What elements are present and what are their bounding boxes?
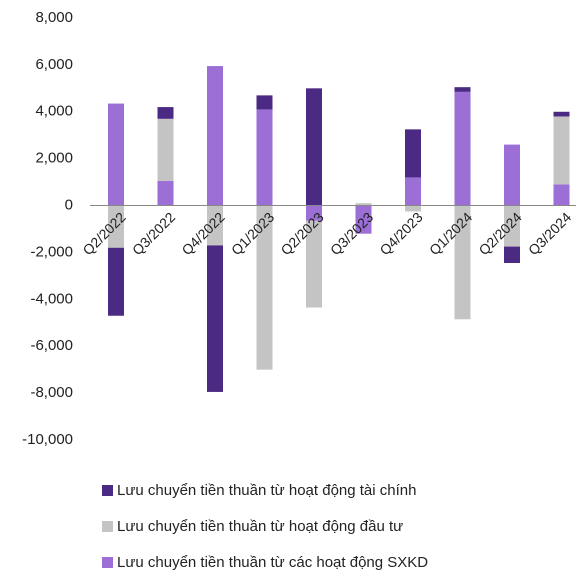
bar: [405, 177, 421, 206]
legend-swatch: [102, 557, 113, 568]
y-tick-label: 4,000: [35, 103, 73, 120]
bar: [108, 205, 124, 248]
bar: [553, 111, 570, 117]
x-tick-label: Q4/2023: [376, 209, 425, 258]
bar: [454, 91, 471, 206]
bar: [306, 220, 322, 308]
bar: [553, 184, 570, 206]
bar: [405, 205, 421, 212]
bar: [207, 245, 223, 392]
y-tick-label: 0: [65, 197, 73, 214]
x-tick-label: Q3/2022: [129, 209, 178, 258]
y-tick-label: -10,000: [22, 431, 73, 448]
bar: [454, 87, 471, 92]
legend-label: Lưu chuyển tiền thuần từ các hoạt động S…: [117, 554, 428, 571]
bar: [157, 180, 174, 206]
bar: [553, 116, 570, 185]
bar: [306, 88, 322, 206]
y-tick-label: 2,000: [35, 150, 73, 167]
y-tick-label: 8,000: [35, 9, 73, 26]
bar: [256, 205, 273, 370]
legend-swatch: [102, 485, 113, 496]
bar: [306, 205, 322, 221]
y-tick-label: 6,000: [35, 56, 73, 73]
bar: [157, 107, 174, 119]
bar: [355, 205, 372, 234]
legend-swatch: [102, 521, 113, 532]
bar: [405, 129, 421, 178]
bar: [256, 95, 273, 110]
bar: [108, 103, 124, 206]
bar: [355, 203, 372, 206]
bar: [504, 205, 520, 247]
y-tick-label: -8,000: [30, 384, 73, 401]
y-tick-label: -6,000: [30, 337, 73, 354]
bar: [108, 247, 124, 316]
bar: [454, 205, 471, 320]
y-tick-label: -2,000: [30, 243, 73, 260]
bar: [504, 144, 520, 206]
bar: [504, 246, 520, 263]
bar: [256, 109, 273, 206]
bar: [207, 66, 223, 206]
x-tick-label: Q3/2024: [525, 209, 574, 258]
legend-label: Lưu chuyển tiền thuần từ hoạt động tài c…: [117, 482, 416, 499]
bar: [207, 205, 223, 246]
y-tick-label: -4,000: [30, 290, 73, 307]
legend-label: Lưu chuyển tiền thuần từ hoạt động đầu t…: [117, 518, 403, 535]
bar: [157, 118, 174, 181]
